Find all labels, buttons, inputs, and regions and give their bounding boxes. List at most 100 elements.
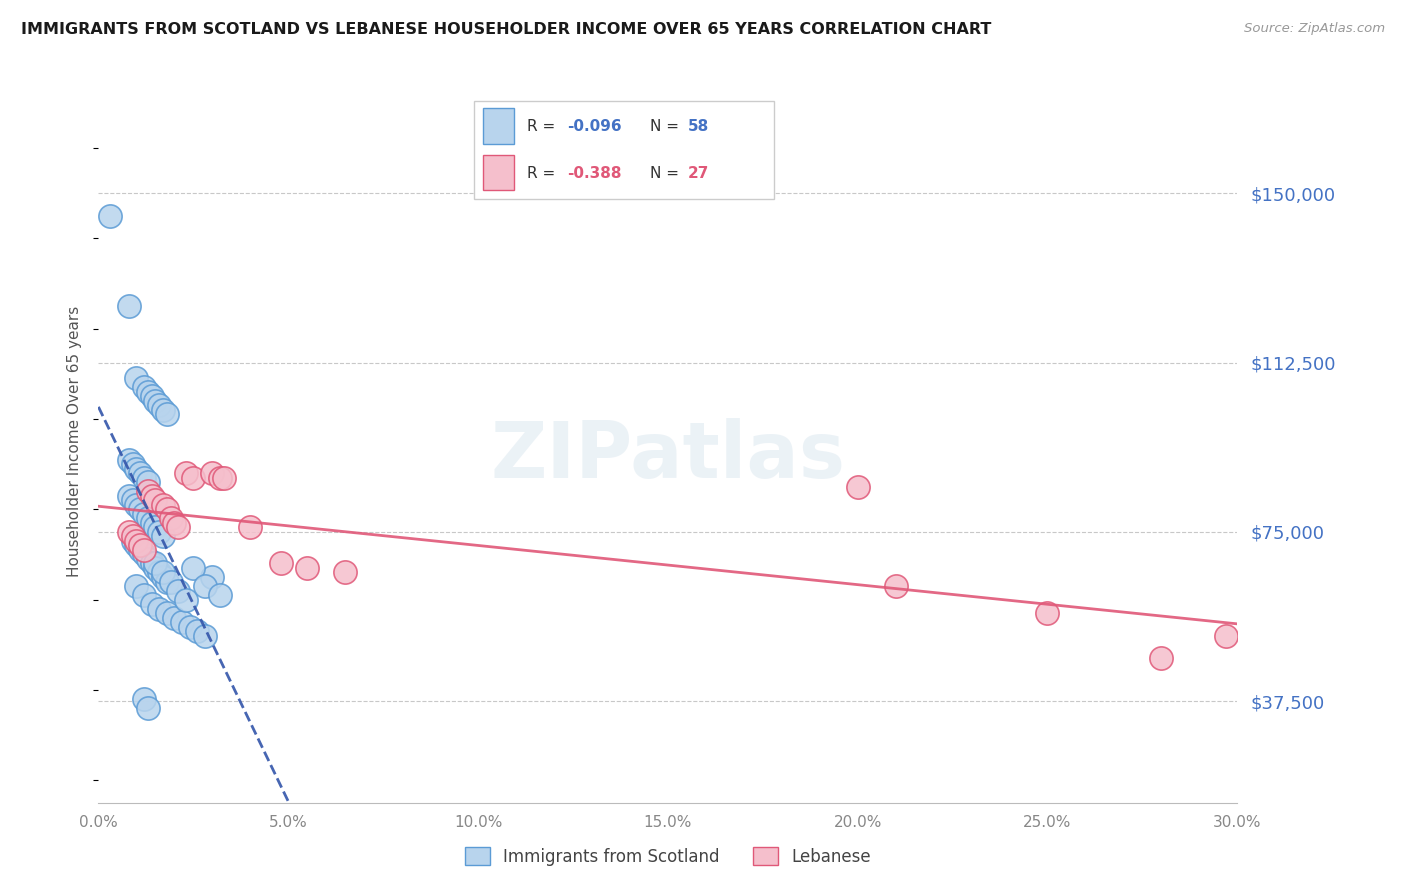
Point (132, 588, 155, 602)
Point (145, 493, 167, 508)
Point (194, 579, 217, 593)
Point (212, 471, 235, 485)
Point (141, 516, 163, 530)
Point (148, 601, 170, 615)
Point (1036, 606, 1059, 620)
Text: N =: N = (651, 166, 685, 180)
Point (132, 471, 155, 485)
Point (239, 520, 262, 534)
Point (152, 529, 174, 543)
Point (98, 209, 121, 223)
Bar (484, 154, 515, 190)
Point (156, 408, 179, 422)
Text: R =: R = (527, 166, 560, 180)
Point (125, 533, 148, 548)
Point (846, 480, 869, 494)
Point (179, 620, 201, 634)
Point (1215, 629, 1237, 643)
Point (121, 529, 143, 543)
Point (145, 520, 167, 534)
Point (156, 606, 179, 620)
Text: Source: ZipAtlas.com: Source: ZipAtlas.com (1244, 22, 1385, 36)
Point (170, 615, 193, 630)
Point (136, 552, 159, 566)
Y-axis label: Householder Income Over 65 years: Householder Income Over 65 years (67, 306, 83, 577)
Point (125, 498, 148, 512)
Text: R =: R = (527, 120, 560, 135)
Point (186, 624, 208, 639)
Point (148, 398, 170, 412)
Point (141, 597, 163, 611)
Point (145, 393, 167, 408)
Point (270, 557, 292, 571)
Point (208, 588, 231, 602)
Point (201, 570, 224, 584)
Point (136, 701, 159, 715)
Point (159, 511, 181, 525)
Point (141, 389, 163, 403)
Point (125, 371, 148, 385)
Point (132, 692, 155, 706)
Text: ZIPatlas: ZIPatlas (491, 418, 845, 494)
Point (194, 629, 217, 643)
Point (152, 570, 174, 584)
Point (129, 538, 152, 552)
Point (174, 466, 197, 480)
Point (152, 403, 174, 417)
Text: 58: 58 (688, 120, 709, 135)
FancyBboxPatch shape (474, 101, 775, 199)
Point (167, 583, 190, 598)
Point (125, 461, 148, 475)
Point (118, 452, 141, 467)
Point (125, 538, 148, 552)
Point (118, 524, 141, 539)
Point (125, 579, 148, 593)
Point (145, 557, 167, 571)
Point (148, 524, 170, 539)
Point (129, 466, 152, 480)
Point (132, 507, 155, 521)
Point (183, 561, 205, 575)
Point (132, 548, 155, 562)
Point (129, 542, 152, 557)
Point (183, 471, 205, 485)
Point (152, 566, 174, 580)
Point (132, 542, 155, 557)
Point (159, 574, 181, 589)
Point (167, 520, 190, 534)
Point (136, 484, 159, 499)
Point (208, 471, 231, 485)
Point (118, 299, 141, 313)
Point (129, 502, 152, 516)
Text: IMMIGRANTS FROM SCOTLAND VS LEBANESE HOUSEHOLDER INCOME OVER 65 YEARS CORRELATIO: IMMIGRANTS FROM SCOTLAND VS LEBANESE HOU… (21, 22, 991, 37)
Point (163, 516, 186, 530)
Point (156, 502, 179, 516)
Point (118, 489, 141, 503)
Point (201, 466, 224, 480)
Point (163, 610, 186, 624)
Point (1150, 651, 1173, 665)
Point (152, 498, 174, 512)
Point (297, 561, 319, 575)
Point (335, 566, 357, 580)
Point (141, 557, 163, 571)
Point (136, 475, 159, 490)
Point (136, 384, 159, 399)
Point (156, 574, 179, 589)
Legend: Immigrants from Scotland, Lebanese: Immigrants from Scotland, Lebanese (457, 839, 879, 874)
Point (148, 566, 170, 580)
Text: N =: N = (651, 120, 685, 135)
Point (121, 493, 143, 508)
Point (884, 579, 907, 593)
Point (121, 533, 143, 548)
Point (132, 380, 155, 394)
Point (145, 561, 167, 575)
Text: -0.388: -0.388 (567, 166, 621, 180)
Bar (484, 108, 515, 145)
Text: -0.096: -0.096 (567, 120, 621, 135)
Point (174, 592, 197, 607)
Point (136, 511, 159, 525)
Point (121, 457, 143, 471)
Point (141, 489, 163, 503)
Text: 27: 27 (688, 166, 709, 180)
